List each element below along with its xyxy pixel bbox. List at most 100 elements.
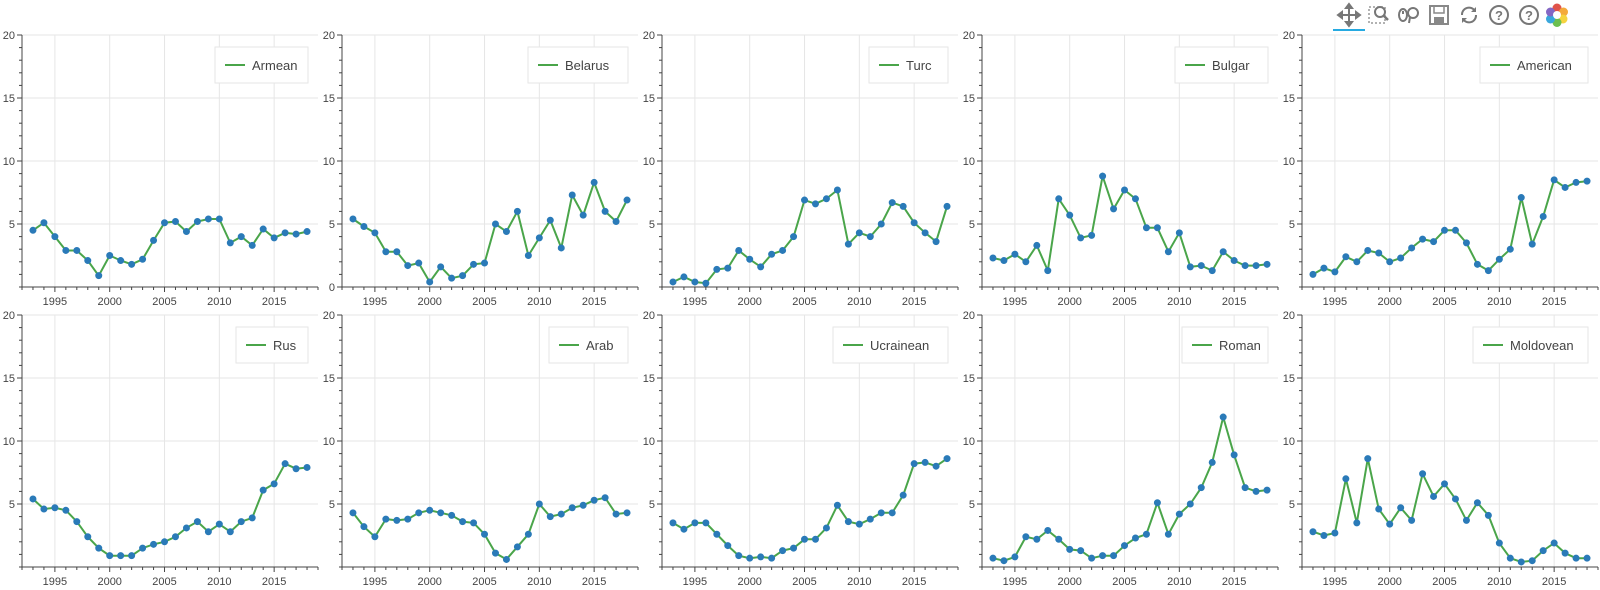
data-point [899, 491, 907, 499]
data-point [1495, 539, 1503, 547]
x-tick-label: 2005 [1432, 296, 1456, 308]
data-point [932, 238, 940, 246]
reset-tool-icon[interactable] [1456, 2, 1482, 28]
y-tick-label: 5 [1289, 219, 1295, 231]
data-point [801, 535, 809, 543]
data-point [568, 191, 576, 199]
data-point [524, 252, 532, 259]
data-point [393, 516, 401, 524]
data-point [910, 460, 918, 468]
data-point [1252, 262, 1260, 270]
plot-roman: 5 10 15 20 1995 2000 2005 2010 2015 Roman [963, 310, 1279, 588]
x-tick-label: 2015 [902, 296, 926, 308]
y-tick-label: 10 [963, 156, 975, 168]
data-point [349, 509, 357, 517]
y-tick-label: 10 [323, 436, 335, 448]
plot-armean: 5 10 15 20 1995 2000 2005 2010 2015 Armean [3, 30, 319, 308]
data-point [822, 524, 830, 532]
help-icon[interactable]: ? [1516, 2, 1542, 28]
x-tick-label: 2015 [1542, 576, 1566, 588]
plot-moldovean: 5 10 15 20 1995 2000 2005 2010 2015 Moldovean [1283, 310, 1599, 588]
legend-box [832, 326, 949, 364]
data-point [1451, 226, 1459, 234]
data-point [535, 234, 543, 242]
data-point [1430, 238, 1438, 246]
x-tick-label: 2000 [97, 576, 121, 588]
data-point [215, 520, 223, 528]
data-point [1583, 554, 1591, 562]
data-point [1462, 239, 1470, 247]
legend: Turc [868, 46, 949, 84]
x-tick-label: 2015 [582, 576, 606, 588]
hover-help-icon[interactable]: ? [1486, 2, 1512, 28]
x-tick-label: 2015 [1542, 296, 1566, 308]
data-point [1121, 542, 1129, 550]
data-point [1561, 183, 1569, 191]
data-point [1153, 224, 1161, 232]
data-point [790, 233, 798, 241]
plot-turc: 5 10 15 20 1995 2000 2005 2010 2015 Turc [643, 30, 959, 308]
x-tick-label: 1995 [363, 296, 387, 308]
data-point [1208, 458, 1216, 466]
data-point [691, 519, 699, 527]
data-point [680, 525, 688, 533]
series-line [32, 462, 308, 557]
data-point [1230, 451, 1238, 459]
data-point [989, 254, 997, 262]
data-point [237, 233, 245, 241]
data-point [1441, 480, 1449, 488]
x-tick-label: 2010 [1167, 576, 1191, 588]
legend: Armean [214, 46, 309, 84]
y-tick-label: 20 [3, 30, 15, 42]
legend-label: Roman [1219, 338, 1261, 353]
y-tick-label: 20 [323, 310, 335, 322]
data-point [1386, 520, 1394, 528]
save-tool-icon[interactable] [1426, 2, 1452, 28]
data-point [590, 496, 598, 504]
x-tick-label: 2005 [1112, 576, 1136, 588]
data-point [1484, 267, 1492, 275]
data-point [1000, 557, 1008, 565]
x-tick-label: 2000 [1057, 296, 1081, 308]
y-tick-label: 15 [643, 93, 655, 105]
data-point [1153, 499, 1161, 507]
data-point [139, 255, 147, 263]
data-point [117, 552, 125, 560]
data-point [1175, 510, 1183, 518]
series-line [1312, 458, 1587, 564]
y-tick-label: 5 [329, 219, 335, 231]
data-point [491, 549, 499, 557]
data-point [371, 229, 379, 237]
y-tick-label: 5 [1289, 499, 1295, 511]
data-point [612, 510, 620, 518]
data-point [1353, 258, 1361, 266]
data-point [1219, 413, 1227, 421]
x-tick-label: 1995 [1003, 296, 1027, 308]
x-tick-label: 2015 [1222, 576, 1246, 588]
data-point [746, 255, 754, 263]
box-zoom-tool-icon[interactable] [1366, 2, 1392, 28]
data-point [1484, 511, 1492, 519]
data-point [84, 533, 92, 541]
x-tick-label: 2000 [97, 296, 121, 308]
data-point [1561, 549, 1569, 557]
x-tick-label: 2000 [737, 576, 761, 588]
data-point [360, 223, 368, 231]
data-point [811, 200, 819, 208]
data-point [1506, 554, 1514, 562]
data-point [801, 196, 809, 204]
pan-tool-icon[interactable] [1333, 2, 1365, 31]
wheel-zoom-tool-icon[interactable] [1396, 2, 1422, 28]
data-point [669, 519, 677, 527]
data-point [360, 523, 368, 531]
legend-label: Rus [273, 338, 297, 353]
data-point [481, 530, 489, 538]
x-tick-label: 1995 [43, 576, 67, 588]
legend: Arab [548, 326, 629, 364]
data-point [29, 495, 37, 503]
data-point [1342, 253, 1350, 261]
data-point [182, 524, 190, 532]
y-tick-label: 5 [9, 499, 15, 511]
data-point [1022, 533, 1030, 541]
y-tick-label: 5 [329, 499, 335, 511]
